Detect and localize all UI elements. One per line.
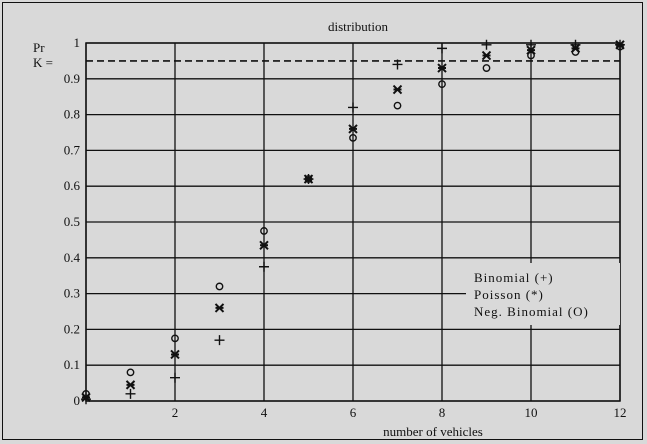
chart-title: distribution <box>328 19 388 34</box>
neg-binomial-point <box>215 282 224 291</box>
y-tick-label: 1 <box>74 35 81 50</box>
binomial-point <box>170 372 180 383</box>
x-tick-label: 8 <box>439 405 446 420</box>
neg-binomial-point <box>82 389 90 398</box>
y-tick-label: 0.7 <box>64 142 81 157</box>
y-tick-label: 0.6 <box>64 178 81 193</box>
x-tick-label: 10 <box>525 405 538 420</box>
poisson-point <box>259 240 269 250</box>
legend-entry: Neg. Binomial (O) <box>474 304 589 319</box>
y-axis-label-line-2: K = <box>33 55 53 70</box>
neg-binomial-point <box>616 42 624 51</box>
binomial-point <box>259 261 269 272</box>
neg-binomial-point <box>171 334 179 343</box>
neg-binomial-point <box>527 51 535 60</box>
binomial-point <box>392 59 403 70</box>
x-tick-label: 12 <box>614 405 627 420</box>
x-tick-label: 6 <box>350 405 357 420</box>
binomial-point <box>481 39 492 50</box>
neg-binomial-point <box>482 64 491 72</box>
neg-binomial-point <box>304 175 313 183</box>
x-tick-label: 2 <box>172 405 179 420</box>
binomial-point <box>526 39 536 50</box>
poisson-point <box>125 380 136 390</box>
binomial-point <box>81 394 91 405</box>
y-axis-label-line-1: Pr <box>33 40 45 55</box>
neg-binomial-point <box>126 368 135 377</box>
legend-entry: Binomial (+) <box>474 270 554 285</box>
neg-binomial-point <box>260 227 268 235</box>
y-tick-label: 0.5 <box>64 214 80 229</box>
neg-binomial-point <box>571 48 580 56</box>
y-tick-label: 0.3 <box>64 286 80 301</box>
poisson-point <box>437 63 447 73</box>
poisson-point <box>214 303 225 313</box>
binomial-point <box>348 102 358 113</box>
neg-binomial-point <box>438 80 446 89</box>
y-tick-label: 0.8 <box>64 107 80 122</box>
plot-border <box>85 42 621 402</box>
neg-binomial-point <box>349 133 357 142</box>
binomial-point <box>437 43 447 54</box>
poisson-point <box>170 349 180 360</box>
chart-frame <box>2 2 643 440</box>
legend-entry: Poisson (*) <box>474 287 544 302</box>
poisson-point <box>481 50 492 61</box>
y-tick-label: 0.1 <box>64 357 80 372</box>
binomial-point <box>214 335 225 346</box>
x-axis-label: number of vehicles <box>383 424 483 439</box>
y-tick-label: 0 <box>74 393 81 408</box>
legend-box <box>466 263 620 325</box>
y-tick-label: 0.2 <box>64 321 80 336</box>
x-tick-label: 4 <box>261 405 268 420</box>
y-tick-label: 0.9 <box>64 71 80 86</box>
binomial-point <box>125 388 136 399</box>
neg-binomial-point <box>393 101 402 110</box>
y-tick-label: 0.4 <box>64 250 81 265</box>
poisson-point <box>348 124 358 134</box>
poisson-point <box>392 84 403 95</box>
